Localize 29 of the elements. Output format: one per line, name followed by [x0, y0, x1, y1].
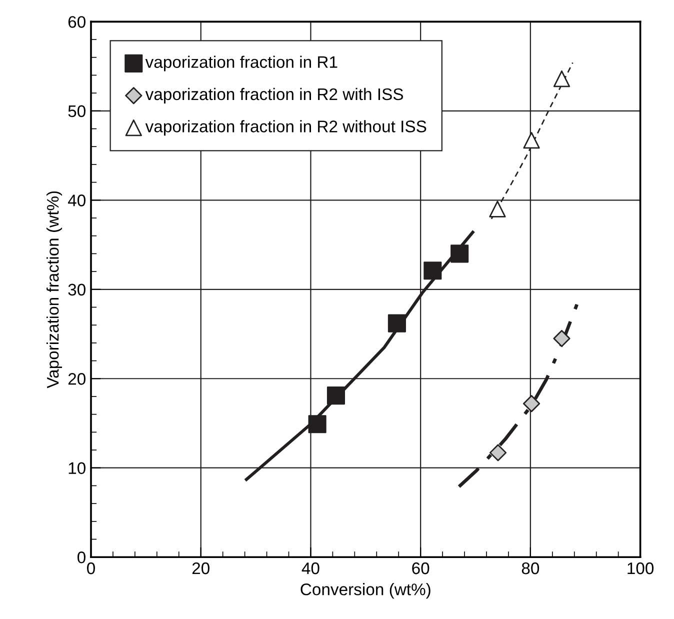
- point: [489, 200, 506, 218]
- point: [450, 244, 469, 263]
- point: [553, 330, 570, 348]
- y-tick-label: 50: [68, 105, 86, 118]
- point: [522, 395, 540, 412]
- legend-label: vaporization fraction in R1: [145, 56, 338, 72]
- point: [489, 444, 507, 462]
- y-tick-label: 40: [68, 194, 86, 206]
- point: [553, 70, 570, 88]
- x-tick-label: 40: [302, 562, 320, 574]
- x-tick-label: 0: [87, 562, 95, 574]
- point: [424, 262, 442, 280]
- point: [326, 386, 346, 405]
- x-tick-label: 80: [522, 562, 540, 574]
- y-tick-label: 60: [68, 16, 86, 28]
- y-tick-label: 30: [68, 284, 86, 296]
- x-axis-title: Conversion (wt%): [300, 583, 430, 599]
- y-tick-label: 0: [78, 552, 86, 564]
- point: [523, 132, 540, 149]
- legend-label: vaporization fraction in R2 without ISS: [145, 120, 426, 136]
- point: [308, 415, 326, 434]
- x-tick-label: 20: [192, 562, 210, 574]
- x-tick-label: 100: [628, 562, 654, 574]
- point: [388, 314, 406, 332]
- y-tick-label: 20: [68, 373, 86, 385]
- y-axis-title: Vaporization fraction (wt%): [46, 191, 62, 388]
- legend-label: vaporization fraction in R2 with ISS: [145, 88, 403, 104]
- x-tick-label: 60: [412, 562, 430, 574]
- y-tick-label: 10: [68, 462, 86, 474]
